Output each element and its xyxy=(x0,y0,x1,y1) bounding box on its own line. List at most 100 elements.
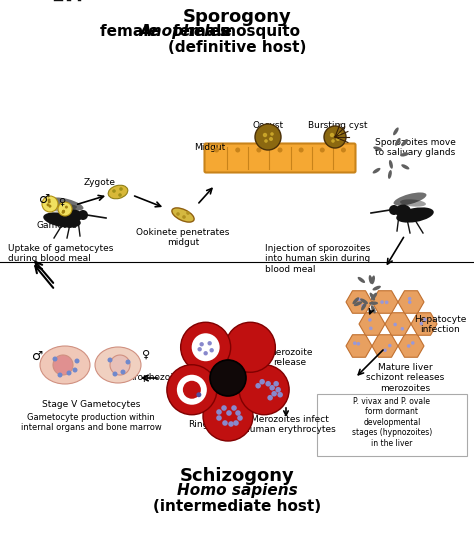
Circle shape xyxy=(198,347,202,351)
Text: Gametes: Gametes xyxy=(36,221,77,230)
Text: Zygote: Zygote xyxy=(84,178,116,187)
Circle shape xyxy=(208,341,212,345)
Circle shape xyxy=(235,410,241,416)
Ellipse shape xyxy=(400,200,426,207)
Circle shape xyxy=(225,322,275,372)
Circle shape xyxy=(361,304,365,308)
Circle shape xyxy=(186,211,190,215)
Circle shape xyxy=(110,355,130,375)
Text: Merozoite
release: Merozoite release xyxy=(268,348,312,367)
Circle shape xyxy=(393,323,397,326)
Circle shape xyxy=(277,147,283,152)
Text: Sporogony: Sporogony xyxy=(182,8,292,26)
Circle shape xyxy=(191,333,219,361)
Text: Uptake of gametocytes
during blood meal: Uptake of gametocytes during blood meal xyxy=(8,244,113,264)
Ellipse shape xyxy=(395,138,401,146)
Circle shape xyxy=(216,415,222,421)
Text: (definitive host): (definitive host) xyxy=(168,40,306,55)
Ellipse shape xyxy=(371,293,377,300)
Circle shape xyxy=(48,204,52,208)
Ellipse shape xyxy=(373,168,381,174)
Text: Homo sapiens: Homo sapiens xyxy=(177,483,297,498)
Circle shape xyxy=(210,348,214,352)
Ellipse shape xyxy=(358,277,365,283)
Ellipse shape xyxy=(389,160,393,169)
Circle shape xyxy=(210,360,246,396)
Circle shape xyxy=(357,298,361,301)
Circle shape xyxy=(73,367,78,372)
Ellipse shape xyxy=(51,204,77,211)
Circle shape xyxy=(411,341,415,345)
Polygon shape xyxy=(372,335,398,357)
Circle shape xyxy=(270,132,274,136)
Ellipse shape xyxy=(40,346,90,384)
Circle shape xyxy=(341,147,346,152)
Text: ♂: ♂ xyxy=(39,193,51,206)
Circle shape xyxy=(62,211,64,214)
Circle shape xyxy=(330,133,334,137)
Text: Ookinete penetrates
midgut: Ookinete penetrates midgut xyxy=(137,228,230,247)
Ellipse shape xyxy=(108,185,128,199)
Polygon shape xyxy=(372,291,398,313)
Circle shape xyxy=(62,210,65,213)
Circle shape xyxy=(119,187,123,191)
Circle shape xyxy=(383,349,387,352)
Ellipse shape xyxy=(51,197,83,210)
Text: female: female xyxy=(100,24,164,39)
Circle shape xyxy=(53,355,73,375)
Circle shape xyxy=(265,381,271,386)
Text: Sporozoites move
to salivary glands: Sporozoites move to salivary glands xyxy=(374,138,456,158)
Polygon shape xyxy=(398,291,424,313)
Circle shape xyxy=(74,358,80,364)
Circle shape xyxy=(231,405,237,411)
Circle shape xyxy=(214,147,219,152)
Circle shape xyxy=(53,357,57,362)
Circle shape xyxy=(356,342,360,345)
Text: Midgut: Midgut xyxy=(194,143,226,152)
Text: Stage V Gametocytes: Stage V Gametocytes xyxy=(42,400,140,409)
Circle shape xyxy=(42,196,58,212)
Circle shape xyxy=(320,147,325,152)
Text: ♀: ♀ xyxy=(58,197,65,207)
FancyBboxPatch shape xyxy=(204,144,356,173)
Ellipse shape xyxy=(393,128,399,135)
Ellipse shape xyxy=(400,152,409,157)
Circle shape xyxy=(118,193,122,197)
Text: Bursting cyst: Bursting cyst xyxy=(308,121,368,130)
Text: mosquito: mosquito xyxy=(215,24,300,39)
Polygon shape xyxy=(411,313,437,335)
Circle shape xyxy=(269,137,273,141)
Circle shape xyxy=(380,300,384,304)
Circle shape xyxy=(183,381,201,399)
Circle shape xyxy=(65,206,68,209)
Text: Oocyst: Oocyst xyxy=(253,121,283,130)
Ellipse shape xyxy=(172,208,194,222)
Circle shape xyxy=(273,381,279,386)
Text: ♂: ♂ xyxy=(32,350,44,363)
Circle shape xyxy=(263,133,267,137)
Circle shape xyxy=(47,199,51,202)
Circle shape xyxy=(255,124,281,150)
Circle shape xyxy=(389,205,399,215)
Circle shape xyxy=(120,370,126,374)
Text: Gametocyte production within
internal organs and bone marrow: Gametocyte production within internal or… xyxy=(21,413,161,433)
Circle shape xyxy=(176,212,180,216)
Circle shape xyxy=(78,210,88,220)
Circle shape xyxy=(331,139,335,143)
Polygon shape xyxy=(359,313,385,335)
Ellipse shape xyxy=(353,297,359,305)
Circle shape xyxy=(401,327,404,330)
Circle shape xyxy=(369,327,373,330)
Circle shape xyxy=(221,405,227,411)
Circle shape xyxy=(167,365,217,415)
Ellipse shape xyxy=(371,275,375,284)
Ellipse shape xyxy=(373,146,382,151)
Ellipse shape xyxy=(370,293,375,301)
Circle shape xyxy=(126,359,130,365)
Text: ♀: ♀ xyxy=(142,350,150,360)
Circle shape xyxy=(256,147,261,152)
Circle shape xyxy=(228,421,234,427)
Circle shape xyxy=(277,392,283,398)
Circle shape xyxy=(112,189,116,193)
Ellipse shape xyxy=(388,170,392,179)
